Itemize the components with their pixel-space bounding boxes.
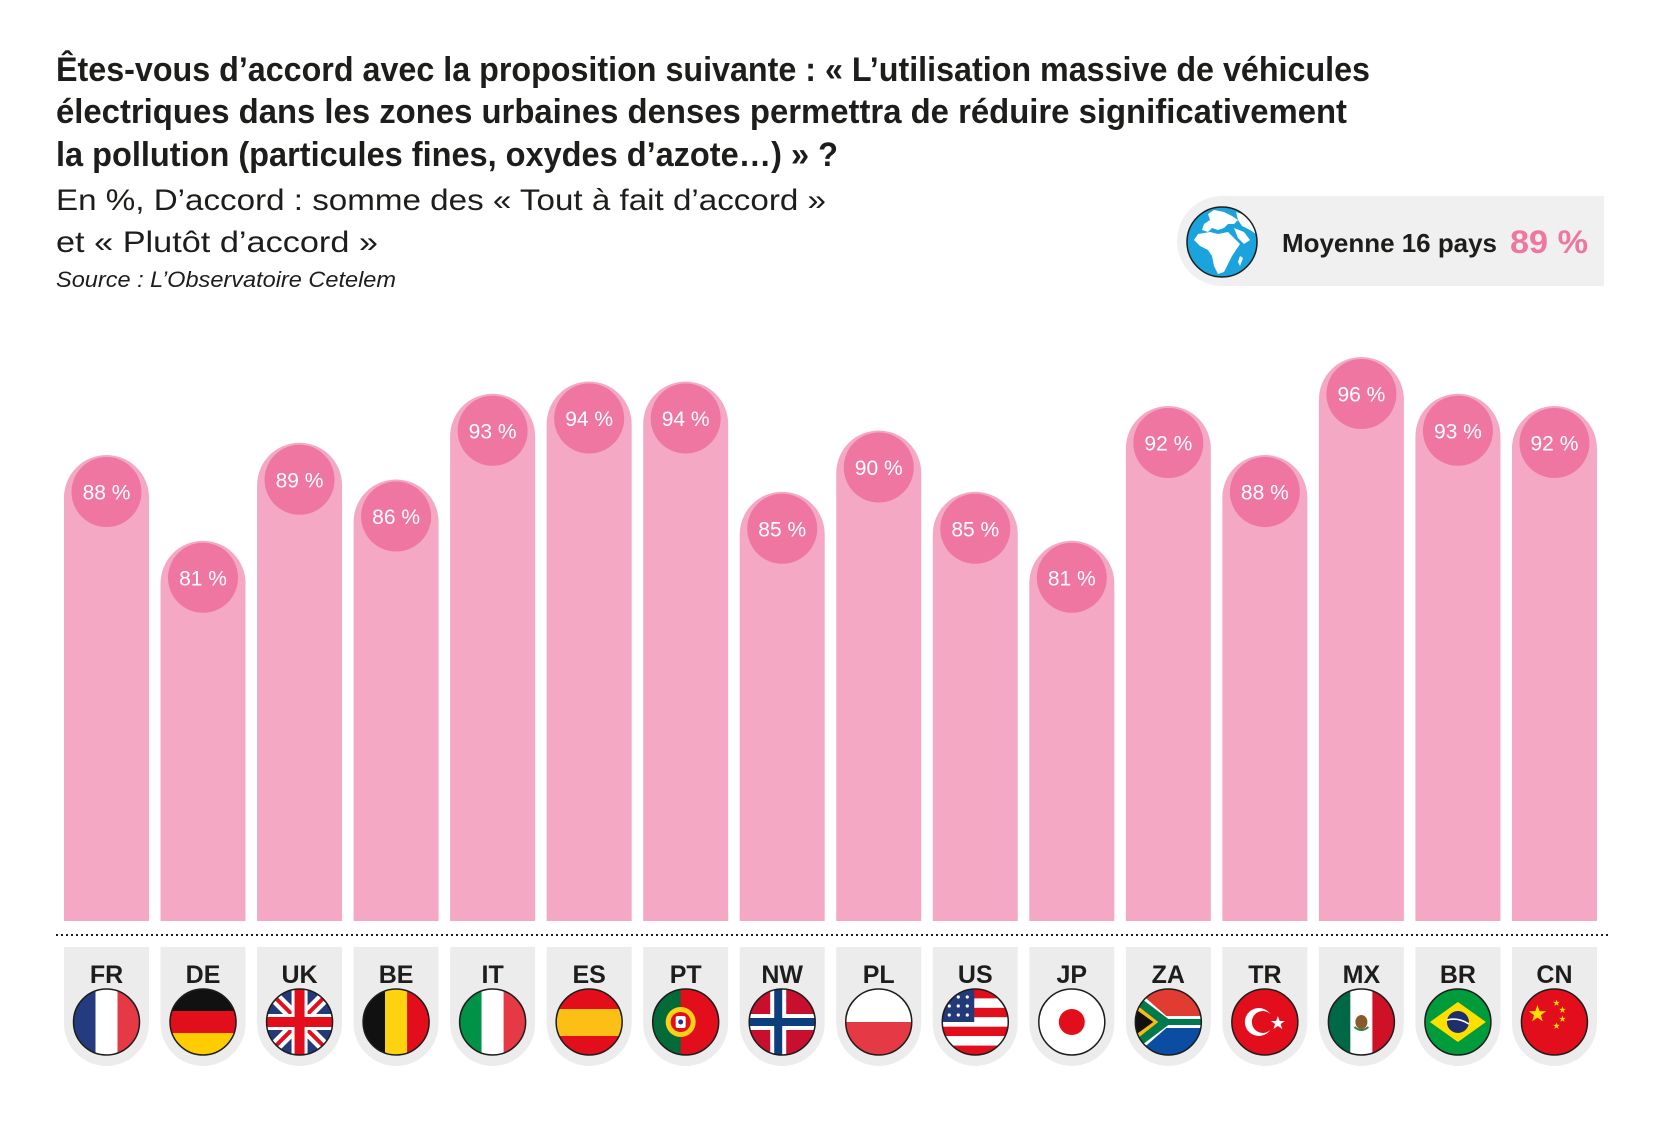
value-badge-cn: [1519, 408, 1590, 478]
value-badge-de: [168, 542, 239, 613]
flag-spain-icon: [555, 988, 623, 1056]
average-label: Moyenne 16 pays: [1282, 228, 1497, 258]
data-label-de: 81 %: [179, 567, 227, 590]
value-badge-us: [940, 493, 1011, 564]
value-badge-be: [361, 481, 432, 552]
source-note: Source : L’Observatoire Cetelem: [56, 267, 396, 292]
value-badge-mx: [1326, 359, 1397, 429]
average-value: 89 %: [1510, 224, 1588, 260]
value-badge-fr: [71, 457, 142, 527]
data-label-br: 93 %: [1434, 420, 1482, 443]
data-label-be: 86 %: [372, 506, 420, 529]
value-badge-nw: [747, 493, 818, 564]
flag-portugal-icon: [651, 988, 720, 1056]
flag-france-icon: [72, 988, 141, 1056]
category-label-be: BE: [379, 961, 414, 989]
data-label-mx: 96 %: [1337, 384, 1385, 407]
value-badge-pl: [843, 432, 914, 503]
value-badge-uk: [264, 444, 335, 515]
bar-jp: [1029, 540, 1115, 921]
data-label-us: 85 %: [951, 518, 999, 541]
value-badge-pt: [650, 383, 721, 454]
flag-belgium-icon: [362, 988, 430, 1056]
flag-japan-icon: [1038, 988, 1106, 1056]
data-label-nw: 85 %: [758, 518, 806, 541]
bar-es: [546, 381, 632, 921]
category-label-cn: CN: [1536, 961, 1572, 989]
value-badge-br: [1422, 395, 1493, 466]
data-label-pl: 90 %: [855, 457, 903, 480]
subtitle-line-2: et « Plutôt d’accord »: [56, 226, 378, 259]
value-badge-jp: [1036, 542, 1107, 613]
average-badge-background: [1177, 196, 1604, 286]
flag-germany-icon: [169, 988, 237, 1056]
category-label-br: BR: [1440, 961, 1476, 989]
flag-italy-icon: [458, 988, 527, 1056]
flag-uk-icon: [265, 988, 334, 1056]
value-badge-es: [554, 383, 625, 454]
bar-de: [160, 540, 246, 921]
title-line-1: Êtes-vous d’accord avec la proposition s…: [56, 51, 1370, 89]
category-cards-group: FR DE UK BE IT ES PT NW PL US JP ZA TR MX BR CN: [64, 947, 1597, 1066]
value-badge-za: [1133, 408, 1204, 478]
bar-mx: [1318, 357, 1404, 922]
bar-tr: [1222, 455, 1308, 921]
data-label-za: 92 %: [1144, 433, 1192, 456]
category-label-pt: PT: [670, 961, 702, 989]
bar-be: [353, 479, 439, 921]
title-line-3: la pollution (particules fines, oxydes d…: [56, 136, 838, 174]
flag-poland-icon: [844, 988, 913, 1056]
bar-nw: [739, 491, 825, 921]
data-label-cn: 92 %: [1531, 433, 1579, 456]
flag-norway-icon: [748, 988, 816, 1056]
category-label-fr: FR: [90, 961, 123, 989]
category-label-nw: NW: [761, 961, 803, 989]
category-label-de: DE: [186, 961, 221, 989]
category-label-us: US: [958, 961, 993, 989]
flag-mexico-icon: [1327, 988, 1396, 1056]
category-label-za: ZA: [1152, 961, 1185, 989]
bar-uk: [257, 442, 343, 921]
data-label-jp: 81 %: [1048, 567, 1096, 590]
category-label-es: ES: [572, 961, 605, 989]
flag-turkey-icon: [1231, 988, 1299, 1056]
bars-group: 88 % 81 % 89 % 86 % 93 % 94 % 94 % 85 % 90 % 85 %…: [64, 357, 1597, 922]
globe-icon: [1186, 206, 1258, 278]
flag-south-africa-icon: [1134, 988, 1203, 1056]
bar-pl: [836, 430, 922, 921]
bar-br: [1415, 393, 1501, 921]
value-badge-it: [457, 395, 528, 466]
flag-usa-icon: [941, 988, 1010, 1056]
bar-za: [1125, 406, 1211, 921]
data-label-fr: 88 %: [83, 482, 131, 505]
average-badge: Moyenne 16 pays 89 %: [1177, 196, 1604, 286]
title-line-2: électriques dans les zones urbaines dens…: [56, 93, 1347, 131]
category-label-it: IT: [482, 961, 504, 989]
data-label-tr: 88 %: [1241, 482, 1289, 505]
bar-pt: [643, 381, 729, 921]
category-label-tr: TR: [1248, 961, 1281, 989]
category-label-jp: JP: [1057, 961, 1088, 989]
chart-title: Êtes-vous d’accord avec la proposition s…: [56, 51, 1370, 174]
category-label-uk: UK: [282, 961, 318, 989]
flag-brazil-icon: [1424, 988, 1492, 1056]
bar-it: [450, 393, 536, 921]
data-label-it: 93 %: [469, 420, 517, 443]
bar-fr: [64, 455, 149, 921]
value-badge-tr: [1229, 457, 1300, 527]
flag-china-icon: [1520, 988, 1589, 1056]
chart-subtitle: En %, D’accord : somme des « Tout à fait…: [56, 184, 826, 259]
category-label-mx: MX: [1343, 961, 1381, 989]
bar-cn: [1511, 406, 1597, 921]
data-label-es: 94 %: [565, 408, 613, 431]
data-label-pt: 94 %: [662, 408, 710, 431]
category-label-pl: PL: [863, 961, 895, 989]
bar-us: [932, 491, 1018, 921]
subtitle-line-1: En %, D’accord : somme des « Tout à fait…: [56, 184, 826, 217]
data-label-uk: 89 %: [276, 469, 324, 492]
